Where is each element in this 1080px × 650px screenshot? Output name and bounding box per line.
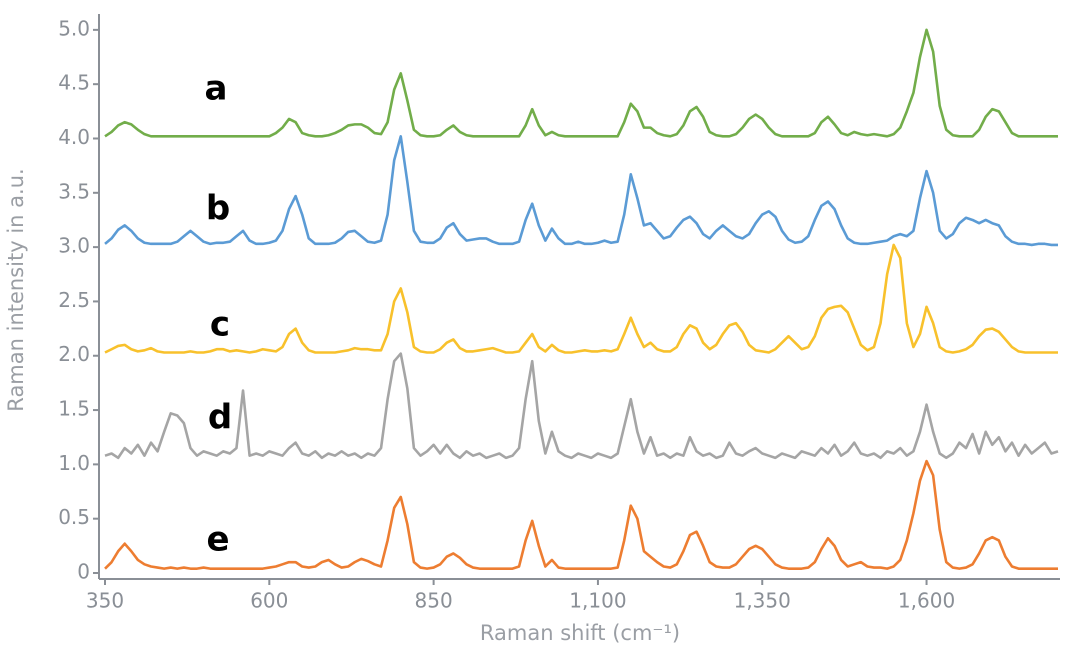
series-label: d — [208, 398, 232, 438]
x-tick-label: 600 — [250, 589, 288, 613]
y-tick-label: 1.5 — [58, 397, 90, 421]
y-tick-label: 3.5 — [58, 179, 90, 203]
spectrum-line — [104, 459, 1058, 570]
x-tick-label: 850 — [415, 589, 453, 613]
spectrum-line — [104, 28, 1058, 138]
y-tick-label: 2.5 — [58, 288, 90, 312]
y-axis-title: Raman intensity in a.u. — [4, 168, 28, 411]
spectrum-line — [104, 243, 1058, 354]
y-tick-label: 0.5 — [58, 505, 90, 529]
series-label: e — [206, 520, 229, 560]
y-tick-label: 5.0 — [58, 16, 90, 40]
y-tick-label: 4.5 — [58, 71, 90, 95]
spectrum-line — [104, 352, 1059, 460]
spectrum-line — [104, 135, 1058, 247]
x-tick-label: 350 — [86, 589, 124, 613]
y-tick-label: 1.0 — [58, 451, 90, 475]
series-label: a — [205, 69, 228, 109]
x-tick-label: 1,600 — [898, 589, 955, 613]
y-tick-label: 2.0 — [58, 342, 90, 366]
y-tick-label: 3.0 — [58, 234, 90, 258]
series-label: b — [206, 189, 230, 229]
series-label: c — [210, 305, 230, 345]
x-tick-label: 1,350 — [734, 589, 791, 613]
x-tick-label: 1,100 — [569, 589, 626, 613]
x-axis-title: Raman shift (cm⁻¹) — [480, 621, 680, 645]
y-tick-label: 4.0 — [58, 125, 90, 149]
y-tick-label: 0 — [77, 560, 90, 584]
